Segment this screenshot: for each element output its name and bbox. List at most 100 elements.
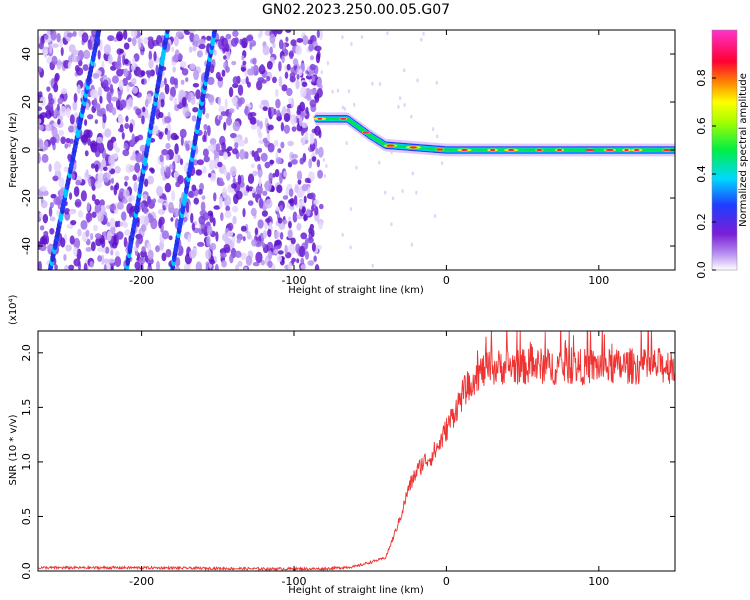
noise-blob <box>140 70 146 77</box>
noise-blob <box>97 255 103 262</box>
noise-blob <box>110 265 114 270</box>
noise-blob <box>135 108 142 116</box>
noise-blob <box>118 79 124 91</box>
noise-blob <box>164 83 170 95</box>
noise-blob <box>246 231 251 240</box>
noise-blob <box>290 159 298 165</box>
noise-blob <box>110 185 114 191</box>
noise-blob <box>224 98 228 110</box>
noise-blob <box>267 228 272 238</box>
noise-blob <box>69 114 75 125</box>
noise-blob <box>273 140 279 147</box>
noise-blob <box>46 56 52 65</box>
figure-title: GN02.2023.250.00.05.G07 <box>262 2 450 18</box>
noise-blob <box>264 180 272 192</box>
noise-blob <box>111 75 119 84</box>
noise-blob <box>158 208 163 215</box>
noise-blob <box>94 119 99 125</box>
noise-blob <box>97 172 105 183</box>
noise-blob <box>64 143 69 149</box>
faint-point <box>378 160 381 165</box>
noise-blob <box>56 209 60 217</box>
noise-blob <box>179 158 184 166</box>
noise-blob <box>234 250 242 258</box>
noise-blob <box>122 77 128 87</box>
noise-blob <box>309 136 315 145</box>
noise-blob <box>73 92 78 103</box>
noise-blob <box>258 197 264 209</box>
faint-point <box>326 61 330 66</box>
noise-blob <box>313 199 320 205</box>
noise-blob <box>266 75 271 82</box>
x-tick-label: -100 <box>282 274 307 287</box>
faint-point <box>320 70 323 75</box>
faint-point <box>410 242 414 247</box>
faint-point <box>343 106 347 111</box>
noise-blob <box>143 206 148 215</box>
noise-blob <box>123 188 130 199</box>
noise-blob <box>196 50 203 58</box>
noise-blob <box>54 264 58 270</box>
noise-blob <box>237 260 243 267</box>
noise-blob <box>148 58 154 69</box>
noise-blob <box>180 61 187 68</box>
noise-blob <box>96 109 105 117</box>
noise-blob <box>192 82 200 88</box>
noise-blob <box>213 205 221 210</box>
noise-blob <box>307 260 315 266</box>
noise-blob <box>56 103 60 112</box>
noise-blob <box>106 171 111 181</box>
noise-blob <box>73 246 78 257</box>
noise-blob <box>138 37 142 49</box>
noise-blob <box>207 76 215 86</box>
noise-blob <box>203 123 208 131</box>
noise-blob <box>209 242 217 251</box>
faint-point <box>440 161 444 166</box>
noise-blob <box>93 97 98 109</box>
noise-blob <box>173 171 179 178</box>
noise-blob <box>286 63 291 71</box>
noise-blob <box>308 158 313 169</box>
noise-blob <box>291 126 297 132</box>
noise-blob <box>299 101 306 112</box>
noise-blob <box>217 181 225 187</box>
noise-blob <box>209 172 217 182</box>
noise-blob <box>209 63 215 74</box>
noise-blob <box>231 96 238 105</box>
noise-blob <box>91 211 97 219</box>
noise-blob <box>267 250 273 260</box>
noise-blob <box>52 43 59 48</box>
faint-point <box>331 89 334 94</box>
noise-blob <box>169 86 177 98</box>
noise-blob <box>221 69 226 77</box>
noise-blob <box>267 142 275 153</box>
noise-blob <box>283 124 290 134</box>
noise-blob <box>44 34 49 40</box>
noise-blob <box>179 128 187 139</box>
noise-blob <box>94 198 100 206</box>
noise-blob <box>76 55 80 63</box>
noise-blob <box>134 162 141 174</box>
noise-blob <box>262 45 270 56</box>
noise-blob <box>260 152 268 162</box>
noise-blob <box>261 242 266 249</box>
noise-blob <box>227 222 234 231</box>
noise-blob <box>96 136 104 144</box>
noise-blob <box>83 49 91 60</box>
noise-blob <box>47 92 53 102</box>
noise-blob <box>133 53 140 62</box>
noise-blob <box>131 77 137 85</box>
noise-blob <box>141 224 147 232</box>
noise-blob <box>300 86 307 98</box>
noise-blob <box>241 55 245 61</box>
noise-blob <box>282 195 289 200</box>
noise-blob <box>163 77 167 86</box>
noise-blob <box>113 141 118 150</box>
noise-blob <box>191 115 197 122</box>
noise-blob <box>92 224 98 232</box>
track-peak <box>490 148 496 152</box>
x-tick-label: -200 <box>129 575 154 588</box>
noise-blob <box>229 253 234 264</box>
noise-blob <box>46 86 51 92</box>
